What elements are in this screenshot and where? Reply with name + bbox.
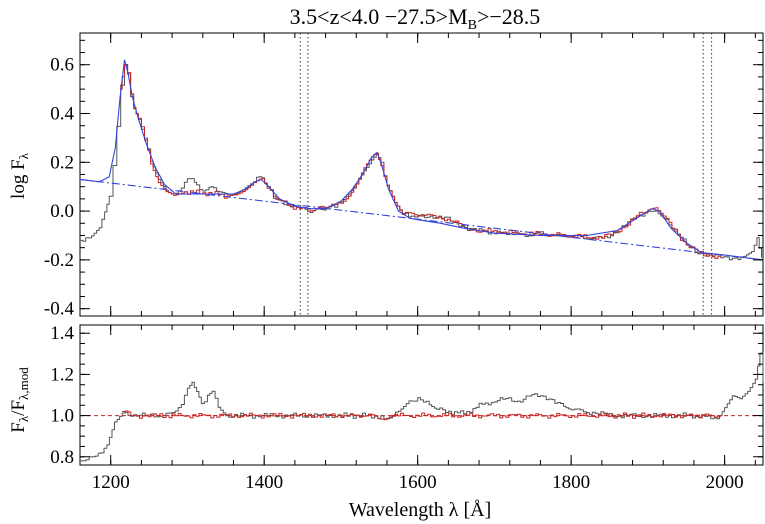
top-ytick-label: 0.2: [50, 152, 74, 173]
bottom-x-ticks: 1200 1400 1600 1800 2000: [92, 325, 756, 493]
xtick-label: 1800: [552, 472, 590, 493]
bottom-ytick-label: 0.8: [50, 447, 74, 468]
bottom-series-line-0: [80, 352, 764, 462]
bottom-panel: 0.8 1.0 1.2 1.4 1200 1400 1600 1800 2000 Fλ/Fλ,…: [8, 323, 764, 521]
xtick-label: 2000: [706, 472, 744, 493]
top-ytick-label: -0.4: [44, 299, 75, 320]
top-ytick-label: 0.6: [50, 55, 74, 76]
bottom-y-ticks: 0.8 1.0 1.2 1.4: [50, 323, 763, 468]
top-y-axis-label: log Fλ: [8, 152, 31, 199]
xtick-label: 1600: [399, 472, 437, 493]
bottom-ytick-label: 1.2: [50, 364, 74, 385]
xtick-label: 1200: [92, 472, 130, 493]
bottom-plot-frame: [79, 324, 764, 466]
bottom-y-axis-label: Fλ/Fλ,mod: [8, 367, 31, 433]
bottom-series-line-1: [122, 410, 722, 421]
top-ytick-label: -0.2: [44, 250, 74, 271]
top-series-line-0: [80, 65, 762, 261]
bottom-ytick-label: 1.0: [50, 406, 74, 427]
top-series-group: [79, 59, 764, 261]
dotted-vlines: [299, 33, 713, 316]
top-ytick-label: 0.4: [50, 104, 74, 125]
bottom-ytick-label: 1.4: [50, 323, 74, 344]
top-series-line-2: [79, 59, 764, 261]
top-x-ticks: [110, 33, 756, 316]
x-axis-label: Wavelength λ [Å]: [349, 499, 491, 521]
xtick-label: 1400: [245, 472, 283, 493]
top-series-line-3: [79, 178, 764, 261]
top-panel: -0.4 -0.2 0.0 0.2 0.4 0.6 log Fλ: [8, 32, 764, 320]
top-ytick-label: 0.0: [50, 201, 74, 222]
top-plot-frame: [79, 32, 764, 317]
top-series-line-1: [119, 64, 722, 259]
chart-title: 3.5<z<4.0 −27.5>MB>−28.5: [290, 4, 541, 33]
bottom-series-group: [80, 352, 764, 462]
top-y-ticks: -0.4 -0.2 0.0 0.2 0.4 0.6: [44, 39, 763, 320]
